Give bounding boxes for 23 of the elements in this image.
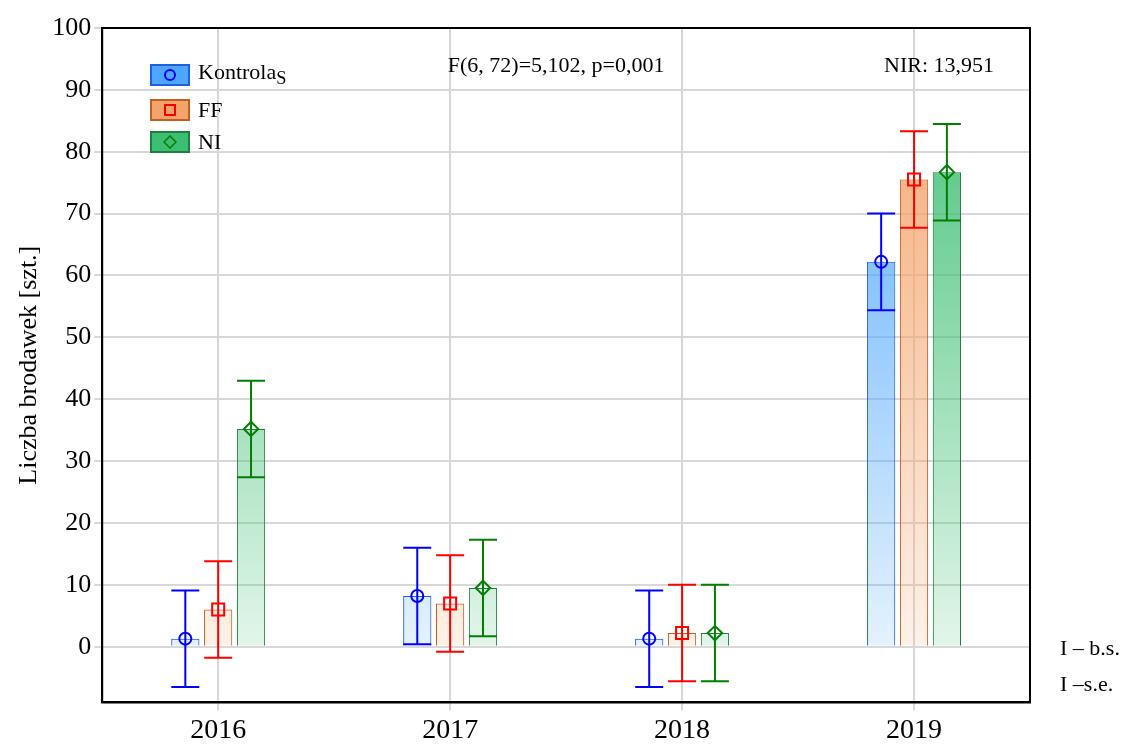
legend-label: FF	[198, 96, 223, 125]
y-tick-label: 0	[78, 630, 92, 660]
y-tick-label: 30	[65, 444, 92, 474]
x-tick-label: 2017	[422, 712, 479, 744]
y-tick-label: 80	[65, 135, 92, 165]
y-tick-label: 20	[65, 506, 92, 536]
legend-label: Kontrola$_{S}$	[198, 58, 287, 91]
x-tick-label: 2018	[654, 712, 711, 744]
y-tick-label: 10	[65, 568, 92, 598]
text: I – b.s.	[1060, 634, 1120, 660]
annotation: F(6, 72)=5,102, p=0,001	[447, 52, 665, 77]
y-tick-label: 50	[65, 321, 92, 351]
x-tick-label: 2016	[190, 712, 247, 744]
y-axis-title: Liczba brodawek [szt.]	[13, 245, 43, 485]
y-tick-label: 100	[52, 11, 92, 41]
legend-label: NI	[198, 128, 222, 157]
y-tick-label: 40	[65, 383, 92, 413]
y-tick-label: 70	[65, 197, 92, 227]
text: I –s.e.	[1060, 670, 1114, 696]
y-tick-label: 90	[65, 73, 92, 103]
annotation: NIR: 13,951	[884, 52, 994, 77]
x-tick-label: 2019	[886, 712, 943, 744]
y-tick-label: 60	[65, 259, 92, 289]
